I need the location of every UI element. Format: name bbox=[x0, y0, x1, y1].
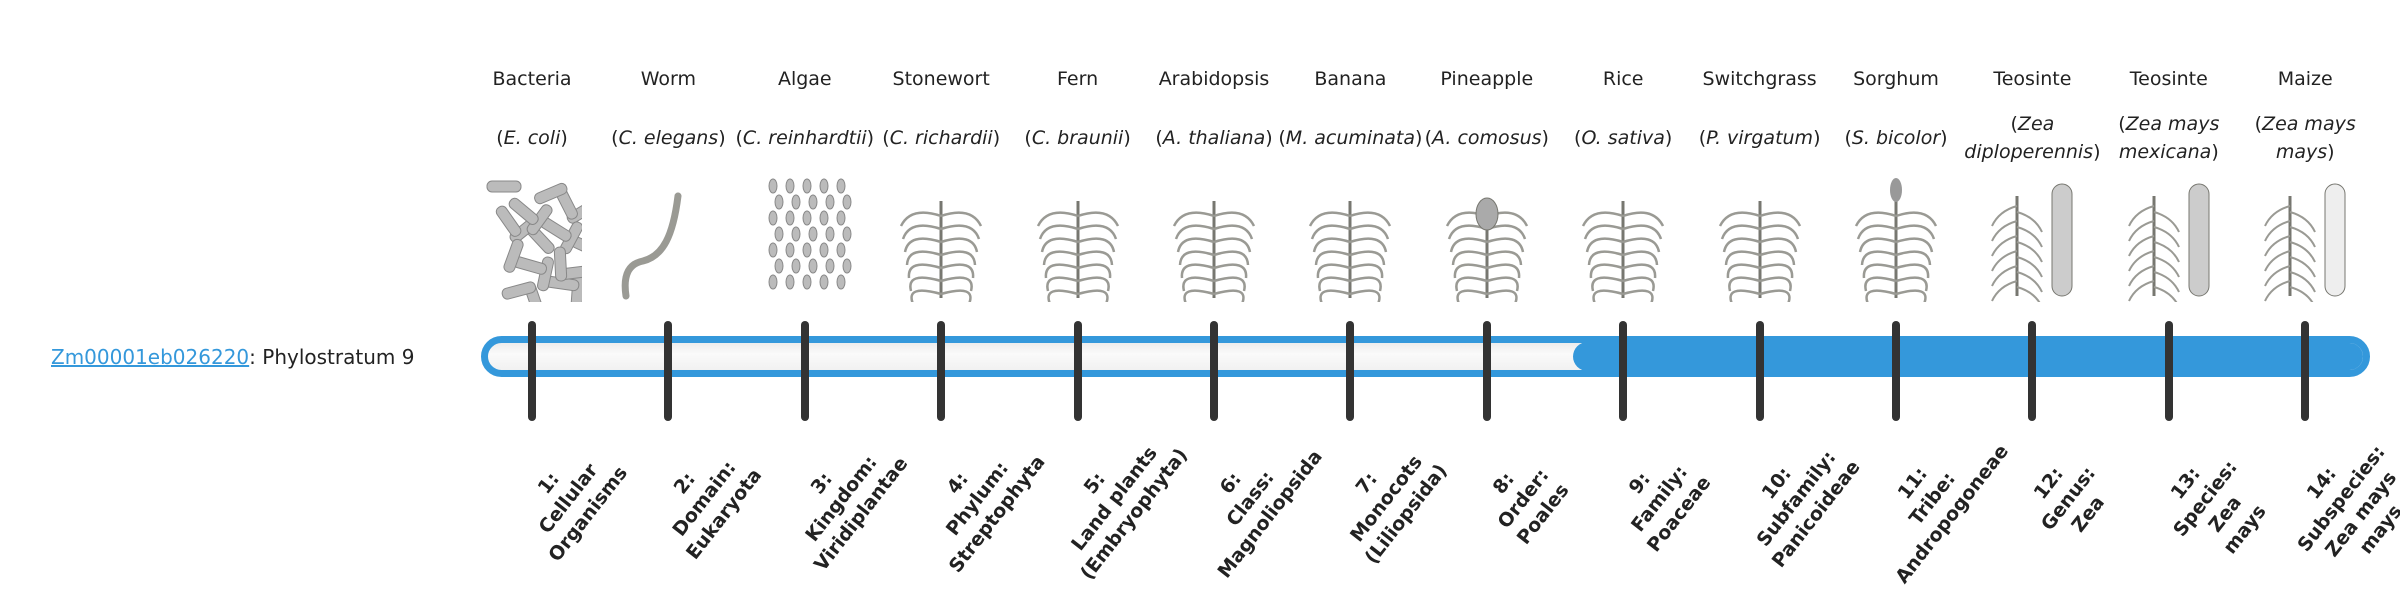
scientific-name: (C. richardii) bbox=[882, 127, 1001, 149]
organism-name: Maize bbox=[2277, 68, 2333, 90]
stratum-label: 11: Tribe: Andropogoneae bbox=[1891, 440, 2014, 588]
stonewort-image bbox=[891, 176, 991, 305]
teosinte-mexicana-image bbox=[2119, 176, 2219, 308]
organism-name: Teosinte bbox=[2129, 68, 2208, 90]
stratum-tick bbox=[2028, 321, 2037, 421]
stratum-tick bbox=[2164, 321, 2173, 421]
organism-name: Worm bbox=[640, 68, 697, 90]
stratum-label: 10: Subfamily: Panicoideae bbox=[1752, 446, 1865, 572]
stratum-tick bbox=[1619, 321, 1628, 421]
organism-name: Switchgrass bbox=[1702, 68, 1817, 90]
stratum-label: 6: Class: Magnoliopsida bbox=[1213, 445, 1327, 583]
organism-name: Stonewort bbox=[892, 68, 990, 90]
phylostratum-fill bbox=[1573, 343, 2363, 370]
stratum-tick bbox=[1073, 321, 1082, 421]
phylostratum-bar bbox=[481, 336, 2370, 377]
scientific-name: (A. comosus) bbox=[1424, 127, 1549, 149]
organism-name: Banana bbox=[1314, 68, 1387, 90]
organism-name: Teosinte bbox=[1993, 68, 2072, 90]
phylostratum-text: : Phylostratum 9 bbox=[249, 345, 415, 369]
sorghum-image bbox=[1846, 176, 1946, 305]
maize-image bbox=[2255, 176, 2355, 308]
organism-name: Bacteria bbox=[492, 68, 572, 90]
fern-image bbox=[1028, 176, 1128, 305]
worm-image bbox=[618, 176, 718, 302]
rice-image bbox=[1573, 176, 1673, 305]
pineapple-image bbox=[1437, 176, 1537, 305]
organism-name: Sorghum bbox=[1853, 68, 1939, 90]
stratum-tick bbox=[1482, 321, 1491, 421]
stratum-tick bbox=[1210, 321, 1218, 421]
stratum-tick bbox=[1346, 321, 1355, 421]
stratum-label: 12: Genus: Zea bbox=[2029, 462, 2110, 537]
scientific-name: (C. reinhardtii) bbox=[735, 127, 875, 149]
scientific-name: (Zea mays mexicana) bbox=[2118, 113, 2220, 163]
switchgrass-image bbox=[1710, 176, 1810, 305]
stratum-label: 7: Monocots (Liliopsida) bbox=[1346, 451, 1453, 569]
banana-image bbox=[1300, 176, 1400, 305]
organism-name: Pineapple bbox=[1440, 68, 1534, 90]
arabidopsis-image bbox=[1164, 176, 1264, 305]
organism-name: Fern bbox=[1057, 68, 1099, 90]
bacteria-image bbox=[482, 176, 605, 318]
stratum-label: 13: Species: Zea mays bbox=[2166, 456, 2271, 559]
stratum-tick bbox=[800, 321, 809, 421]
stratum-tick bbox=[1892, 321, 1900, 421]
gene-label: Zm00001eb026220: Phylostratum 9 bbox=[51, 343, 414, 371]
algae-image bbox=[755, 176, 855, 302]
stratum-label: 3: Kingdom: Viridiplantae bbox=[801, 451, 913, 576]
stratum-tick bbox=[937, 321, 946, 421]
stratum-label: 9: Family: Poaceae bbox=[1624, 461, 1716, 557]
scientific-name: (M. acuminata) bbox=[1278, 127, 1423, 149]
scientific-name: (O. sativa) bbox=[1574, 127, 1673, 149]
organism-name: Algae bbox=[777, 68, 832, 90]
scientific-name: (C. elegans) bbox=[611, 127, 726, 149]
organism-name: Rice bbox=[1602, 68, 1644, 90]
scientific-name: (Zea diploperennis) bbox=[1964, 113, 2101, 163]
scientific-name: (S. bicolor) bbox=[1844, 127, 1948, 149]
scientific-name: (P. virgatum) bbox=[1698, 127, 1821, 149]
stratum-label: 1: Cellular Organisms bbox=[533, 459, 633, 566]
stratum-tick bbox=[1755, 321, 1764, 421]
stratum-label: 4: Phylum: Streptophyta bbox=[942, 451, 1050, 577]
stratum-tick bbox=[664, 321, 673, 421]
gene-link[interactable]: Zm00001eb026220 bbox=[51, 345, 250, 369]
scientific-name: (A. thaliana) bbox=[1155, 127, 1273, 149]
teosinte-image bbox=[1982, 176, 2082, 308]
stratum-label: 2: Domain: Eukaryota bbox=[668, 456, 767, 564]
stratum-tick bbox=[528, 321, 536, 421]
stratum-tick bbox=[2301, 321, 2310, 421]
stratum-label: 5: Land plants (Embryophyta) bbox=[1066, 442, 1192, 584]
scientific-name: (Zea mays mays) bbox=[2254, 113, 2356, 163]
organism-name: Arabidopsis bbox=[1158, 68, 1270, 90]
stratum-label: 8: Order: Poales bbox=[1488, 464, 1574, 549]
scientific-name: (E. coli) bbox=[496, 127, 568, 149]
scientific-name: (C. braunii) bbox=[1024, 127, 1131, 149]
